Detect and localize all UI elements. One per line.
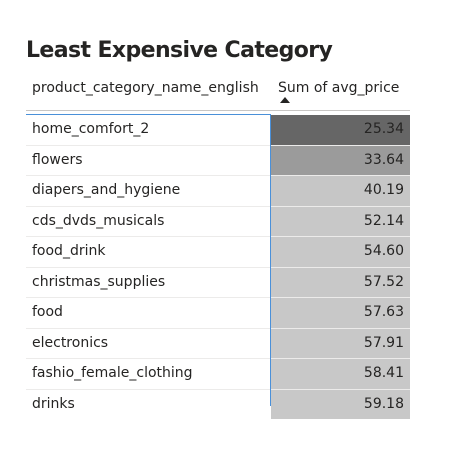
- table-row[interactable]: fashio_female_clothing 58.41: [26, 359, 410, 390]
- category-cell: christmas_supplies: [32, 273, 166, 290]
- category-cell: home_comfort_2: [32, 121, 150, 137]
- category-cell: food_drink: [32, 243, 106, 259]
- avg-price-cell: 52.14: [271, 206, 410, 236]
- table-row[interactable]: food 57.63: [26, 298, 410, 329]
- table-row[interactable]: drinks 59.18: [26, 389, 410, 419]
- table-header: product_category_name_english Sum of avg…: [26, 70, 410, 111]
- avg-price-cell: 57.91: [271, 328, 410, 358]
- avg-price-cell: 40.19: [271, 176, 410, 206]
- table-row[interactable]: flowers 33.64: [26, 145, 410, 176]
- visual-title: Least Expensive Category: [26, 38, 333, 63]
- category-cell: food: [32, 304, 63, 320]
- avg-price-cell: 54.60: [271, 237, 410, 267]
- category-cell: cds_dvds_musicals: [32, 212, 165, 229]
- avg-price-cell: 33.64: [271, 145, 410, 175]
- avg-price-cell: 58.41: [271, 359, 410, 389]
- table-row[interactable]: home_comfort_2 25.34: [26, 115, 410, 146]
- avg-price-cell: 57.52: [271, 267, 410, 297]
- table-row[interactable]: electronics 57.91: [26, 328, 410, 359]
- data-table: product_category_name_english Sum of avg…: [26, 70, 410, 419]
- selection-top-border: [26, 114, 271, 115]
- category-cell: fashio_female_clothing: [32, 365, 193, 381]
- table-row[interactable]: diapers_and_hygiene 40.19: [26, 176, 410, 207]
- table-row[interactable]: christmas_supplies 57.52: [26, 267, 410, 298]
- column-header-category[interactable]: product_category_name_english: [32, 80, 259, 96]
- table-row[interactable]: food_drink 54.60: [26, 237, 410, 268]
- table-row[interactable]: cds_dvds_musicals 52.14: [26, 206, 410, 237]
- table-body: home_comfort_2 25.34 flowers 33.64 diapers_a…: [26, 115, 410, 419]
- avg-price-cell: 57.63: [271, 298, 410, 328]
- column-divider: [270, 114, 271, 406]
- category-cell: electronics: [32, 334, 109, 351]
- category-cell: diapers_and_hygiene: [32, 182, 181, 198]
- column-header-avg-price[interactable]: Sum of avg_price: [278, 80, 400, 96]
- avg-price-cell: 59.18: [271, 389, 410, 419]
- avg-price-cell: 25.34: [271, 115, 410, 145]
- sort-ascending-icon[interactable]: [280, 97, 290, 103]
- category-cell: flowers: [32, 151, 83, 168]
- category-cell: drinks: [32, 395, 75, 412]
